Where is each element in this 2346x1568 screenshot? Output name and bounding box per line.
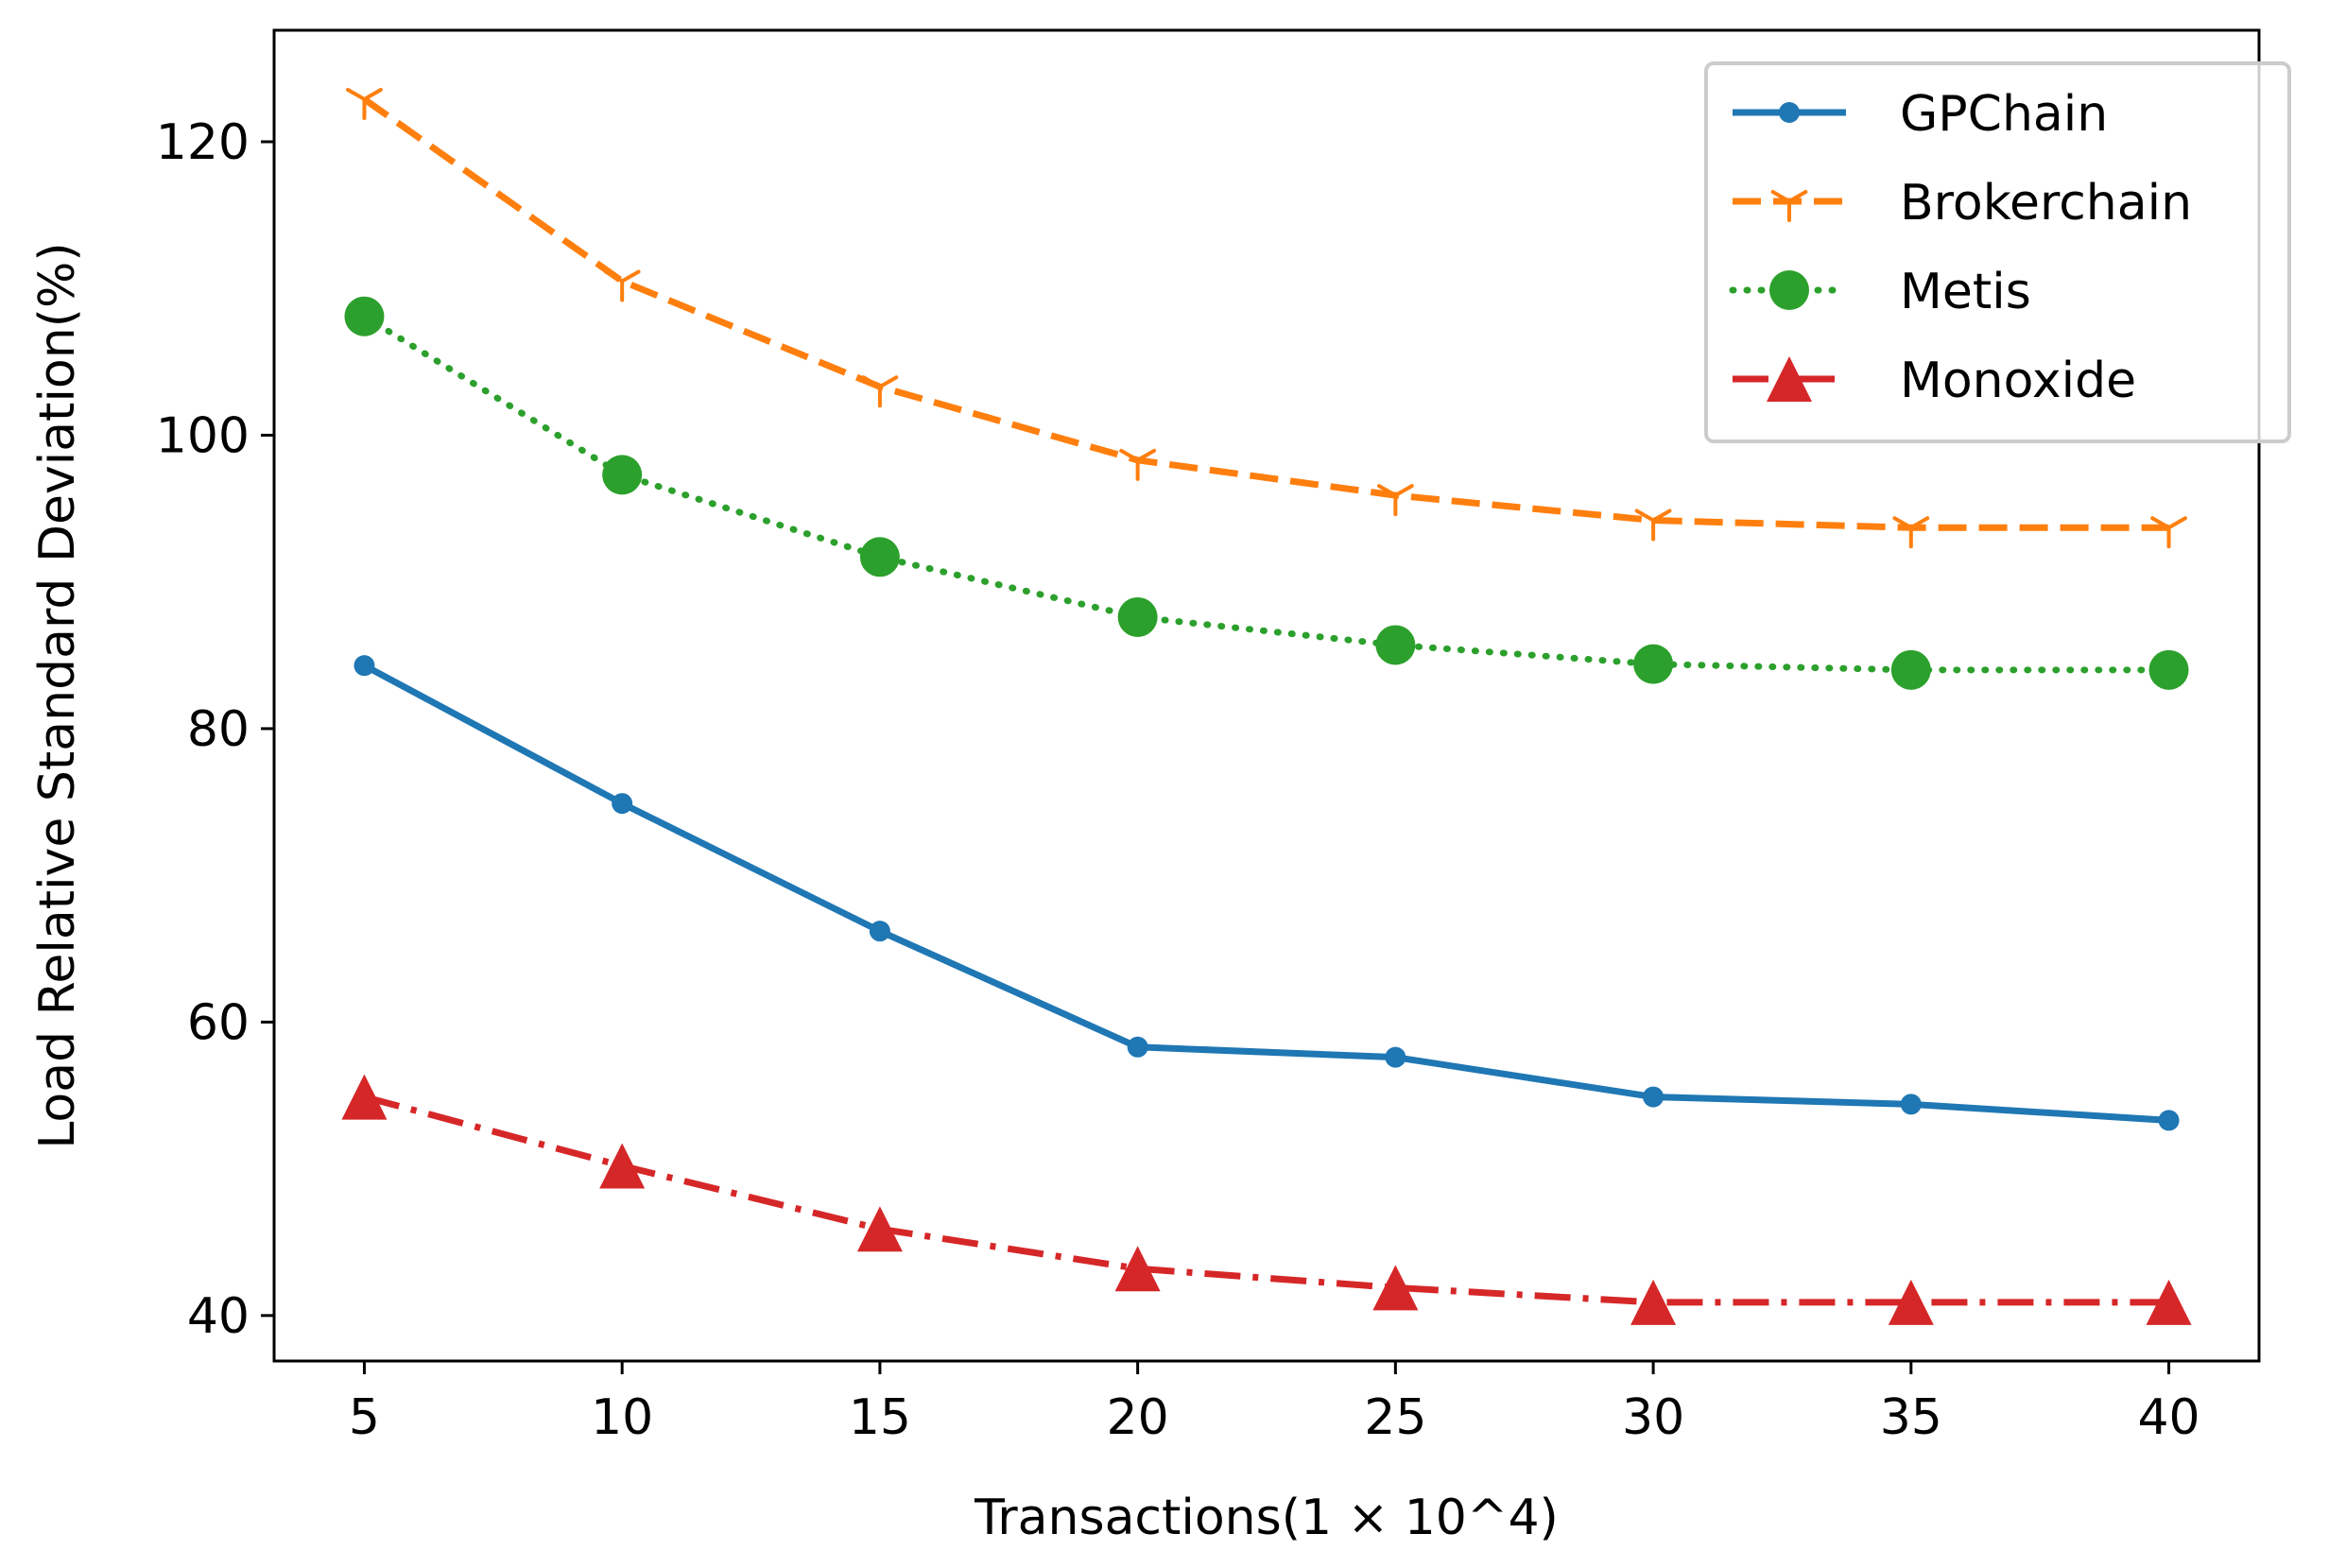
y-tick-label: 80: [187, 701, 250, 758]
legend-marker: [1770, 190, 1808, 222]
legend-item-monoxide: Monoxide: [1733, 353, 2136, 409]
y-axis-label: Load Relative Standard Deviation(%): [29, 242, 86, 1148]
legend-marker: [1779, 102, 1800, 123]
y-tick-label: 100: [156, 407, 250, 464]
data-point-metis: [344, 296, 385, 336]
data-point-metis: [1375, 625, 1416, 665]
data-point-monoxide: [2146, 1279, 2192, 1325]
data-point-brokerchain: [1892, 516, 1930, 549]
data-point-gpchain: [1643, 1086, 1665, 1108]
data-point-brokerchain: [346, 87, 383, 120]
data-point-gpchain: [2158, 1110, 2180, 1131]
data-point-metis: [1633, 644, 1674, 684]
series-line-brokerchain: [362, 96, 2169, 531]
legend-marker: [1767, 356, 1812, 402]
legend-box: [1704, 61, 2291, 443]
data-point-monoxide: [1888, 1279, 1934, 1325]
data-point-metis: [2148, 649, 2189, 690]
data-point-brokerchain: [2150, 516, 2187, 549]
x-axis-label: Transactions(1 × 10^4): [974, 1490, 1559, 1546]
y-axis: 40 60 80 100 120: [156, 114, 274, 1345]
legend-label: GPChain: [1900, 86, 2108, 143]
x-tick-label: 5: [349, 1389, 380, 1446]
x-tick-label: 35: [1880, 1389, 1942, 1446]
y-tick-label: 60: [187, 994, 250, 1051]
data-point-monoxide: [1630, 1279, 1677, 1325]
data-point-brokerchain: [1376, 484, 1414, 517]
x-tick-label: 15: [849, 1389, 911, 1446]
data-point-brokerchain: [1119, 448, 1157, 481]
x-tick-label: 30: [1622, 1389, 1684, 1446]
legend-label: Monoxide: [1900, 353, 2136, 409]
series-brokerchain: [346, 87, 2187, 549]
data-point-gpchain: [1385, 1046, 1406, 1068]
x-tick-label: 10: [591, 1389, 653, 1446]
data-point-brokerchain: [1634, 508, 1672, 542]
x-tick-label: 20: [1107, 1389, 1169, 1446]
legend-item-brokerchain: Brokerchain: [1733, 175, 2192, 232]
legend: GPChain Brokerchain Metis Monoxide: [1704, 61, 2291, 443]
data-point-metis: [859, 537, 900, 577]
y-tick-label: 40: [187, 1288, 250, 1345]
x-tick-label: 25: [1364, 1389, 1426, 1446]
data-point-gpchain: [354, 655, 375, 677]
data-point-monoxide: [856, 1206, 903, 1252]
data-point-metis: [602, 455, 643, 495]
data-point-monoxide: [1372, 1265, 1419, 1311]
data-point-monoxide: [1114, 1246, 1161, 1292]
legend-marker: [1769, 270, 1809, 310]
legend-label: Metis: [1900, 264, 2031, 320]
data-point-gpchain: [1127, 1036, 1148, 1058]
data-point-gpchain: [612, 793, 633, 815]
y-tick-label: 120: [156, 114, 250, 171]
data-point-gpchain: [1900, 1094, 1922, 1115]
data-point-gpchain: [869, 921, 890, 942]
legend-item-metis: Metis: [1729, 264, 2031, 320]
legend-item-gpchain: GPChain: [1733, 86, 2108, 143]
legend-label: Brokerchain: [1900, 175, 2192, 232]
data-point-monoxide: [599, 1143, 646, 1189]
series-line-gpchain: [362, 663, 2169, 1124]
series-monoxide: [341, 1074, 2192, 1325]
x-tick-label: 40: [2137, 1389, 2199, 1446]
series-metis: [344, 296, 2189, 690]
data-point-metis: [1117, 596, 1158, 637]
x-axis: 5 10 15 20 25 30 35 40: [349, 1361, 2200, 1446]
series-layer: [341, 87, 2192, 1325]
data-point-brokerchain: [603, 269, 641, 302]
series-gpchain: [354, 655, 2180, 1131]
plot-frame: [272, 28, 2261, 1363]
data-point-metis: [1890, 649, 1931, 690]
series-line-monoxide: [363, 1094, 2169, 1306]
data-point-monoxide: [341, 1074, 388, 1120]
data-point-brokerchain: [861, 375, 899, 408]
series-line-metis: [360, 313, 2173, 674]
